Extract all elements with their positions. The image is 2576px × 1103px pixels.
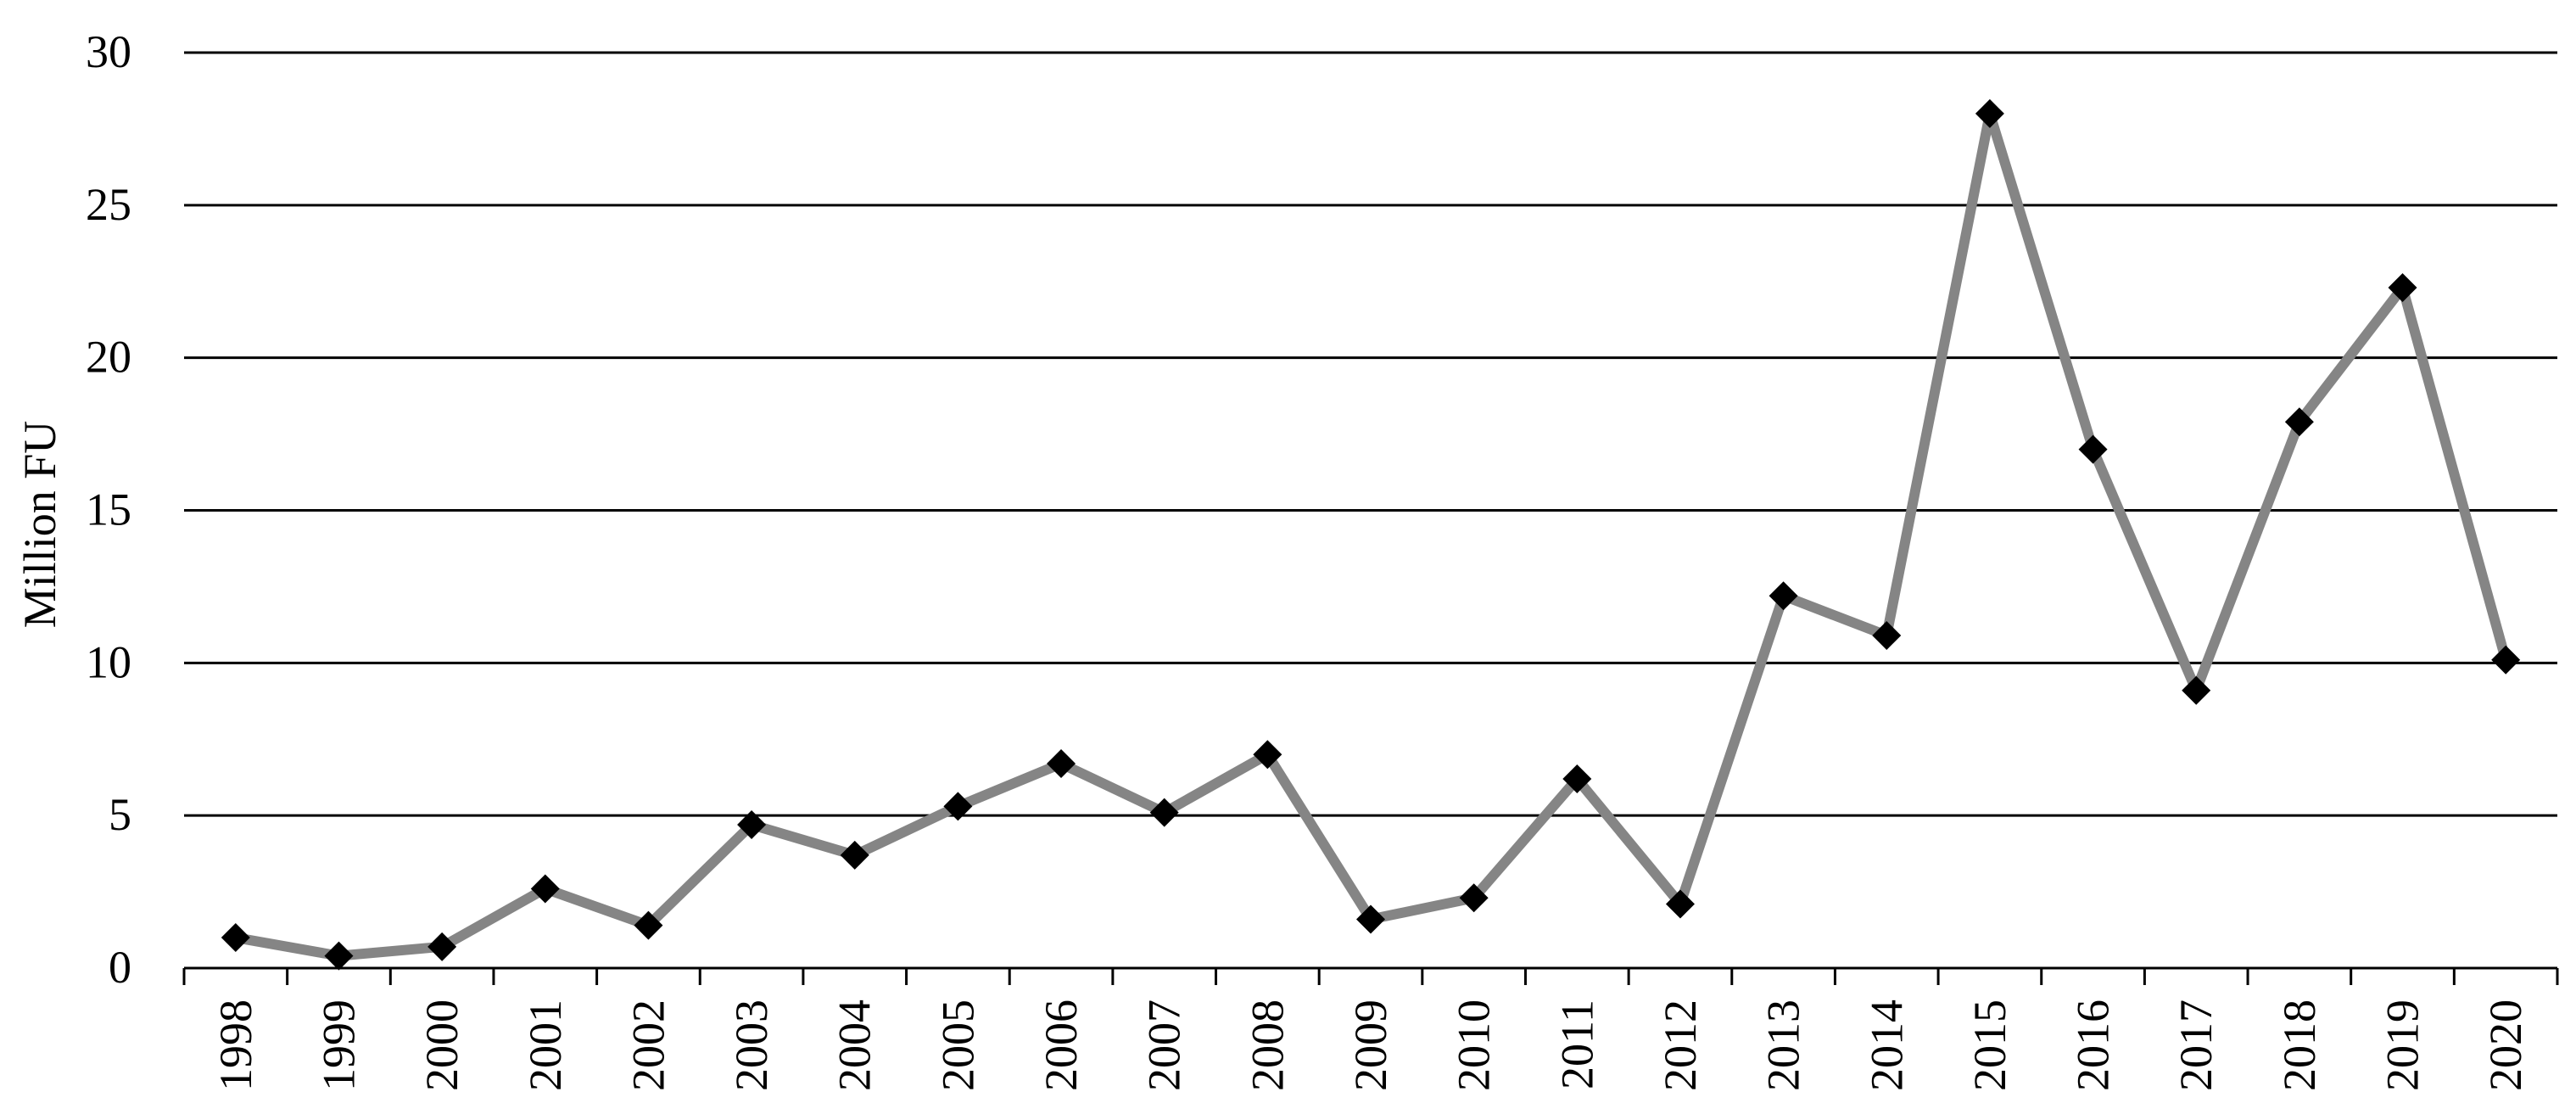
- data-point-marker: [1149, 798, 1179, 827]
- data-point-marker: [840, 840, 869, 870]
- x-axis-tick-label: 2000: [416, 999, 467, 1091]
- y-axis-tick-label: 0: [109, 942, 131, 993]
- data-point-marker: [2078, 434, 2108, 464]
- x-axis-tick-label: 2002: [623, 999, 673, 1091]
- x-axis-tick-label: 2014: [1861, 999, 1912, 1091]
- y-axis-tick-label: 25: [86, 179, 131, 230]
- y-axis-tick-label: 30: [86, 26, 131, 77]
- data-point-marker: [1872, 620, 1902, 650]
- data-point-marker: [2182, 675, 2211, 705]
- y-axis-tick-label: 10: [86, 636, 131, 687]
- x-axis-tick-label: 2003: [726, 999, 777, 1091]
- x-axis-tick-label: 2007: [1139, 999, 1190, 1091]
- x-axis-tick-label: 1999: [313, 999, 364, 1091]
- x-axis-tick-label: 1998: [210, 999, 261, 1091]
- data-point-marker: [2388, 272, 2417, 302]
- x-axis-tick-label: 2019: [2378, 999, 2428, 1091]
- data-point-marker: [1459, 883, 1489, 913]
- data-point-marker: [737, 809, 767, 839]
- x-axis-tick-label: 2016: [2068, 999, 2119, 1091]
- data-point-marker: [943, 792, 973, 821]
- x-axis-tick-label: 2017: [2171, 999, 2221, 1091]
- y-axis-tick-label: 15: [86, 484, 131, 535]
- x-axis-tick-label: 2008: [1242, 999, 1293, 1091]
- data-point-marker: [1047, 749, 1076, 779]
- x-axis-tick-label: 2009: [1345, 999, 1396, 1091]
- x-axis-tick-label: 2006: [1036, 999, 1087, 1091]
- x-axis-tick-label: 2015: [1964, 999, 2015, 1091]
- data-point-marker: [2491, 645, 2521, 675]
- x-axis-tick-label: 2011: [1551, 999, 1602, 1089]
- y-axis-tick-label: 5: [109, 789, 131, 840]
- data-point-marker: [1665, 889, 1695, 919]
- data-point-marker: [2284, 407, 2314, 437]
- x-axis-tick-label: 2018: [2274, 999, 2325, 1091]
- data-point-marker: [530, 874, 560, 904]
- data-point-marker: [1562, 764, 1592, 794]
- y-axis-tick-label: 20: [86, 332, 131, 383]
- x-axis-tick-label: 2010: [1449, 999, 1500, 1091]
- x-axis-tick-label: 2020: [2480, 999, 2531, 1091]
- data-series-line: [234, 112, 2511, 961]
- data-point-marker: [221, 923, 250, 953]
- data-point-marker: [634, 910, 663, 940]
- x-axis-tick-label: 2004: [830, 999, 880, 1091]
- x-axis-tick-label: 2012: [1655, 999, 1706, 1091]
- data-point-marker: [1769, 581, 1798, 611]
- x-axis-tick-label: 2001: [520, 999, 571, 1091]
- data-point-marker: [427, 932, 457, 961]
- data-point-marker: [1356, 904, 1385, 934]
- data-point-marker: [1975, 98, 2004, 128]
- data-point-marker: [1253, 740, 1282, 770]
- x-axis-tick-label: 2005: [932, 999, 983, 1091]
- x-axis-tick-label: 2013: [1758, 999, 1809, 1091]
- data-point-marker: [324, 941, 354, 971]
